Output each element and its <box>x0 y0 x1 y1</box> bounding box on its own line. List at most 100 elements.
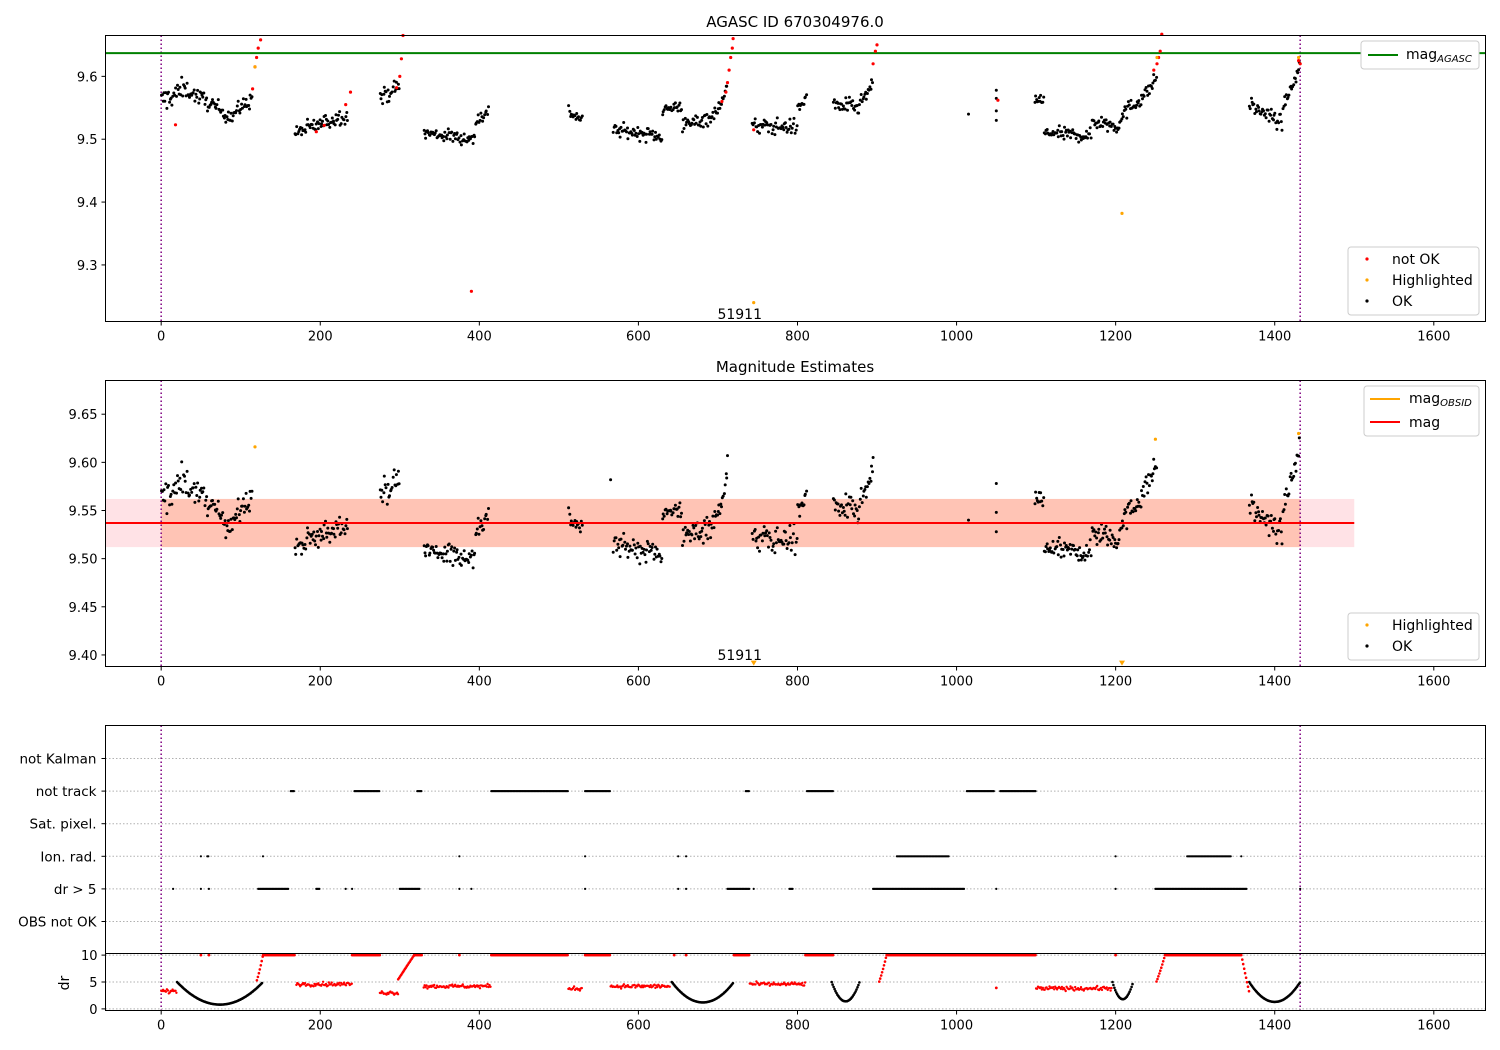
ok-point <box>1095 126 1099 130</box>
ok-point <box>1277 121 1281 125</box>
ok-point <box>249 496 253 500</box>
ok-point <box>248 509 251 513</box>
not-ok-point <box>731 37 735 41</box>
ok-point <box>709 536 713 540</box>
ok-point <box>702 519 706 523</box>
ok-point <box>178 476 182 480</box>
dr-not-ok-point <box>653 983 656 986</box>
ok-point <box>213 502 217 506</box>
ok-point <box>167 484 170 487</box>
ok-point <box>628 544 632 548</box>
flag-point <box>947 855 950 858</box>
ok-point <box>1264 116 1268 120</box>
ok-point <box>794 128 798 132</box>
ok-point <box>380 488 384 492</box>
ok-point <box>1059 543 1062 547</box>
ok-point <box>181 490 185 494</box>
ok-point <box>645 539 649 543</box>
ok-point <box>1079 554 1083 558</box>
not-ok-point <box>469 289 473 293</box>
ok-point <box>1281 107 1285 111</box>
ok-point <box>163 99 167 103</box>
ok-point <box>694 121 698 125</box>
dr-not-ok-point <box>1052 986 1055 989</box>
dr-not-ok-point <box>321 983 324 986</box>
ok-point <box>1153 78 1157 82</box>
ok-point <box>236 497 240 501</box>
not-ok-point <box>399 57 403 61</box>
flag-point <box>318 887 321 891</box>
ok-point <box>865 485 869 489</box>
dr-not-ok-point <box>658 984 661 987</box>
ok-point <box>1039 491 1043 495</box>
ok-point <box>1115 130 1119 134</box>
ok-point <box>345 119 349 122</box>
ok-point <box>798 514 802 518</box>
dr-not-ok-point <box>255 979 259 982</box>
ok-point <box>1072 544 1075 548</box>
ok-point <box>573 114 577 118</box>
dr-not-ok-point <box>425 984 428 987</box>
ok-point <box>1269 514 1273 517</box>
ok-point <box>1277 529 1281 532</box>
ok-point <box>633 552 637 556</box>
ok-point <box>453 546 457 550</box>
ok-point <box>1057 536 1061 539</box>
ok-point <box>643 553 647 557</box>
ok-point <box>453 137 457 141</box>
ok-point <box>1131 510 1135 514</box>
ok-point <box>1263 112 1267 116</box>
dr-not-ok-point <box>879 974 883 977</box>
ok-point <box>339 531 343 535</box>
ok-point <box>617 546 621 550</box>
ok-point <box>843 107 847 111</box>
ok-point <box>308 532 311 536</box>
ok-point <box>200 486 203 490</box>
dr-ok-point <box>1129 988 1132 991</box>
ok-point <box>314 534 318 538</box>
ok-point <box>379 495 383 499</box>
dr-not-ok-point <box>566 953 569 957</box>
ok-point <box>1259 112 1263 116</box>
dr-not-ok-point <box>1079 986 1083 989</box>
ok-point <box>1267 119 1271 123</box>
ok-point <box>1147 484 1151 488</box>
ok-point <box>1120 112 1124 116</box>
dr-not-ok-point <box>1043 988 1046 991</box>
ok-point <box>684 123 688 127</box>
ok-point <box>1056 539 1060 543</box>
ok-point <box>683 525 687 529</box>
ok-point <box>324 114 327 117</box>
ok-point <box>1060 130 1064 134</box>
dr-not-ok-point <box>461 983 464 986</box>
dr-not-ok-point <box>312 985 315 988</box>
ok-point <box>711 514 715 518</box>
ok-point <box>379 97 383 101</box>
flag-point <box>199 887 202 891</box>
ok-point <box>631 538 635 542</box>
flag-point <box>172 887 175 891</box>
ok-point <box>1086 136 1089 140</box>
ok-point <box>720 102 723 106</box>
ok-point <box>1297 454 1301 458</box>
ok-point <box>1151 472 1155 476</box>
ok-point <box>1283 103 1287 107</box>
ok-point <box>174 481 178 485</box>
ok-point <box>994 530 998 534</box>
ok-point <box>695 115 699 119</box>
ok-point <box>1151 81 1155 85</box>
ok-point <box>326 119 330 123</box>
dr-ytick-label: 0 <box>89 1003 97 1018</box>
dr-not-ok-point <box>434 986 438 990</box>
top-ytick-label: 9.6 <box>77 70 98 85</box>
ok-point <box>692 118 696 122</box>
flag-point <box>1229 855 1232 858</box>
ok-point <box>445 559 449 563</box>
ok-point <box>687 530 691 533</box>
ok-point <box>466 558 470 562</box>
ok-point <box>195 95 199 99</box>
ok-point <box>486 113 490 116</box>
ok-point <box>1135 103 1139 107</box>
ok-point <box>239 509 243 513</box>
ok-point <box>1262 109 1265 113</box>
